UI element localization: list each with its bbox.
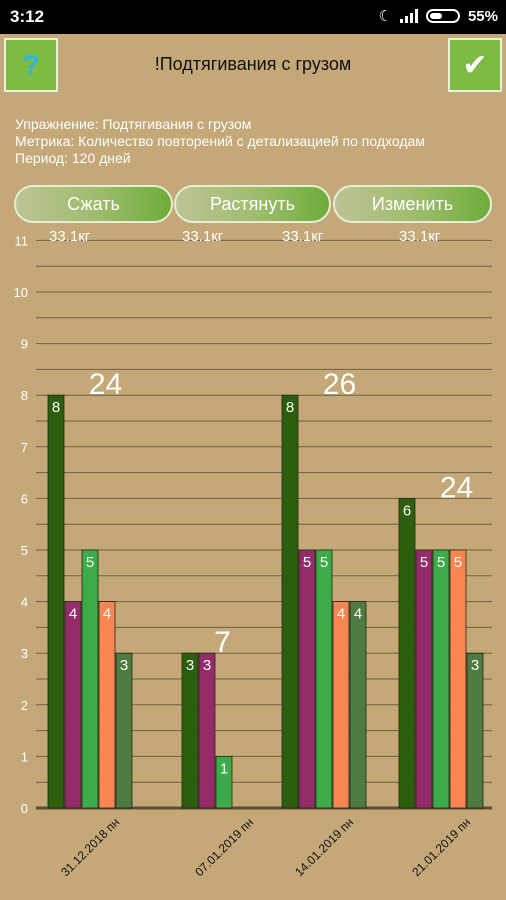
bar-value-label: 5 xyxy=(303,554,311,571)
bar xyxy=(349,601,367,809)
bar xyxy=(181,652,199,809)
bar xyxy=(281,394,299,809)
bar xyxy=(466,652,484,809)
bar-value-label: 3 xyxy=(203,657,211,674)
help-icon: ? xyxy=(22,49,40,80)
bar-value-label: 4 xyxy=(337,606,345,623)
y-tick-label: 1 xyxy=(21,749,28,764)
bar-value-label: 5 xyxy=(437,554,445,571)
group-total-label: 24 xyxy=(89,368,122,401)
weight-label: 33.1кг xyxy=(182,228,224,245)
bar xyxy=(98,601,116,809)
y-tick-label: 0 xyxy=(21,801,28,816)
bar xyxy=(315,549,333,809)
group-total-label: 26 xyxy=(323,368,356,401)
metric-label: Метрика: Количество повторений с детализ… xyxy=(15,133,425,149)
signal-icon xyxy=(399,9,418,23)
chart-controls: Сжать Растянуть Изменить xyxy=(14,185,492,225)
y-tick-label: 10 xyxy=(14,285,28,300)
period-label: Период: 120 дней xyxy=(15,150,131,166)
bar-value-label: 5 xyxy=(86,554,94,571)
bar xyxy=(432,549,450,809)
bar-value-label: 3 xyxy=(120,657,128,674)
y-tick-label: 9 xyxy=(21,337,28,352)
y-tick-label: 4 xyxy=(21,595,28,610)
status-icons: ☾ 55% xyxy=(378,7,498,26)
bar-value-label: 3 xyxy=(186,657,194,674)
bar xyxy=(298,549,316,809)
bar xyxy=(64,601,82,809)
y-tick-label: 5 xyxy=(21,543,28,558)
y-tick-label: 7 xyxy=(21,440,28,455)
edit-button[interactable]: Изменить xyxy=(333,185,492,223)
y-tick-label: 3 xyxy=(21,646,28,661)
battery-percent: 55% xyxy=(467,7,498,25)
header: ? !Подтягивания с грузом ✔ xyxy=(0,34,506,96)
exercise-label: Упражнение: Подтягивания с грузом xyxy=(15,116,252,132)
bar xyxy=(398,497,416,809)
bar xyxy=(81,549,99,809)
bar-value-label: 4 xyxy=(354,606,362,623)
bar-value-label: 5 xyxy=(320,554,328,571)
page-title: !Подтягивания с грузом xyxy=(154,54,352,74)
stretch-button[interactable]: Растянуть xyxy=(174,185,331,223)
bar-value-label: 5 xyxy=(454,554,462,571)
check-icon: ✔ xyxy=(462,48,488,82)
help-button[interactable]: ? xyxy=(4,38,58,92)
bar xyxy=(198,652,216,809)
bar-value-label: 6 xyxy=(403,502,411,519)
x-category-label: 07.01.2019 пн xyxy=(192,815,256,879)
y-tick-label: 11 xyxy=(15,233,29,248)
x-category-label: 21.01.2019 пн xyxy=(409,815,473,879)
bar xyxy=(332,601,350,809)
y-tick-label: 6 xyxy=(21,491,28,506)
weight-label: 33.1кг xyxy=(49,228,91,245)
moon-icon: ☾ xyxy=(378,8,392,25)
bar-value-label: 8 xyxy=(286,399,294,416)
bar xyxy=(215,756,233,809)
bar xyxy=(415,549,433,809)
info-panel: Упражнение: Подтягивания с грузом Метрик… xyxy=(15,116,425,167)
bar-value-label: 1 xyxy=(220,760,228,777)
x-category-label: 31.12.2018 пн xyxy=(58,815,122,879)
bar-value-label: 4 xyxy=(103,606,111,623)
bar xyxy=(47,394,65,809)
battery-icon xyxy=(425,9,460,23)
bar xyxy=(115,652,133,809)
group-total-label: 24 xyxy=(440,471,473,504)
compress-button[interactable]: Сжать xyxy=(14,185,173,223)
bar-value-label: 3 xyxy=(471,657,479,674)
bar-value-label: 4 xyxy=(69,606,77,623)
bar xyxy=(449,549,467,809)
status-time: 3:12 xyxy=(10,7,45,26)
y-tick-label: 2 xyxy=(21,698,28,713)
confirm-button[interactable]: ✔ xyxy=(448,38,502,92)
y-tick-label: 8 xyxy=(21,388,28,403)
weight-label: 33.1кг xyxy=(282,228,324,245)
bar-value-label: 5 xyxy=(420,554,428,571)
bar-value-label: 8 xyxy=(52,399,60,416)
status-bar: 3:12 ☾ 55% xyxy=(0,0,506,34)
x-category-label: 14.01.2019 пн xyxy=(292,815,356,879)
weight-label: 33.1кг xyxy=(399,228,441,245)
group-total-label: 7 xyxy=(214,626,231,659)
